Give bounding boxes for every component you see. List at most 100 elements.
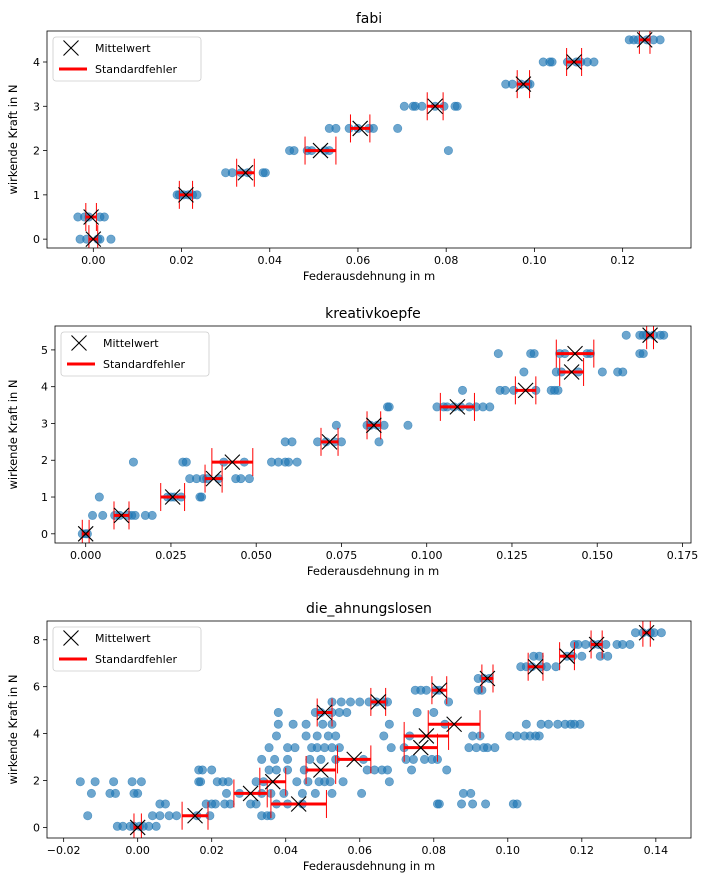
data-point: [621, 330, 631, 340]
data-point: [577, 651, 587, 661]
x-tick-label: 0.08: [434, 254, 459, 267]
data-point: [331, 123, 341, 133]
data-point: [172, 811, 182, 821]
data-point: [384, 719, 394, 729]
data-point: [301, 719, 311, 729]
data-point: [98, 510, 108, 520]
mean-marker: [563, 364, 580, 380]
data-point: [417, 101, 427, 111]
data-point: [283, 765, 293, 775]
legend-mean-icon: [71, 335, 87, 351]
data-point: [109, 777, 119, 787]
y-tick-label: 2: [33, 775, 40, 788]
data-point: [331, 731, 341, 741]
legend-mean-icon: [63, 630, 79, 646]
y-tick-label: 1: [41, 491, 48, 504]
data-point: [147, 510, 157, 520]
data-point: [264, 743, 274, 753]
data-point: [407, 765, 417, 775]
mean-marker: [352, 120, 369, 137]
x-tick-label: 0.00: [125, 844, 150, 857]
y-tick-label: 4: [33, 56, 40, 69]
x-tick-label: 0.04: [258, 254, 283, 267]
chart-title: fabi: [356, 11, 382, 27]
data-point: [383, 765, 393, 775]
y-tick-label: 2: [33, 145, 40, 158]
y-tick-label: 4: [41, 381, 48, 394]
mean-marker: [370, 694, 387, 710]
data-point: [403, 420, 413, 430]
data-point: [529, 349, 539, 359]
y-tick-label: 1: [33, 189, 40, 202]
mean-marker: [449, 399, 466, 415]
chart-title: kreativkoepfe: [325, 306, 421, 322]
data-point: [466, 788, 476, 798]
mean-marker: [479, 670, 496, 687]
mean-marker: [113, 507, 130, 524]
data-point: [151, 821, 161, 831]
mean-marker: [312, 142, 329, 159]
data-point: [493, 349, 503, 359]
mean-marker: [567, 345, 583, 362]
data-point: [110, 788, 120, 798]
data-point: [94, 492, 104, 502]
data-point: [374, 437, 384, 447]
y-tick-label: 8: [33, 634, 40, 647]
data-point: [481, 799, 491, 809]
data-point: [86, 788, 96, 798]
data-point: [638, 349, 648, 359]
legend-mean-icon: [63, 40, 79, 56]
data-point: [271, 731, 281, 741]
x-tick-label: 0.150: [581, 549, 613, 562]
x-tick-label: −0.02: [47, 844, 81, 857]
data-point: [130, 510, 140, 520]
legend-box: [60, 331, 210, 377]
mean-marker: [129, 819, 146, 836]
data-point: [408, 754, 418, 764]
data-point: [279, 788, 289, 798]
data-point: [429, 707, 439, 717]
data-point: [519, 367, 529, 377]
data-point: [88, 510, 98, 520]
data-point: [589, 57, 599, 67]
data-point: [318, 719, 328, 729]
data-point: [500, 385, 510, 395]
y-tick-label: 6: [33, 681, 40, 694]
data-point: [192, 190, 202, 200]
y-tick-label: 3: [41, 417, 48, 430]
data-point: [83, 811, 93, 821]
x-tick-label: 0.025: [155, 549, 187, 562]
mean-marker: [446, 716, 463, 733]
data-point: [625, 639, 635, 649]
data-point: [659, 330, 669, 340]
mean-marker: [559, 648, 575, 665]
data-point: [342, 707, 352, 717]
mean-marker: [205, 470, 222, 487]
mean-marker: [77, 525, 94, 542]
data-point: [434, 799, 444, 809]
x-axis-label: Federausdehnung in m: [307, 564, 439, 578]
data-point: [271, 765, 281, 775]
mean-marker: [588, 636, 605, 653]
data-point: [197, 765, 207, 775]
legend: Mittelwert Standardfehler: [52, 626, 202, 672]
data-point: [421, 685, 431, 695]
mean-marker: [346, 751, 363, 768]
data-point: [458, 385, 468, 395]
mean-marker: [517, 382, 534, 399]
data-point: [331, 420, 341, 430]
data-point: [316, 754, 326, 764]
data-point: [289, 146, 299, 156]
x-tick-label: 0.100: [411, 549, 443, 562]
y-tick-label: 4: [33, 728, 40, 741]
mean-marker: [316, 704, 333, 721]
data-point: [656, 628, 666, 638]
mean-marker: [290, 796, 307, 812]
data-point: [338, 777, 348, 787]
data-point: [128, 457, 138, 467]
data-point: [534, 731, 544, 741]
data-point: [301, 731, 311, 741]
data-point: [345, 697, 355, 707]
data-point: [542, 662, 552, 672]
data-point: [490, 743, 500, 753]
